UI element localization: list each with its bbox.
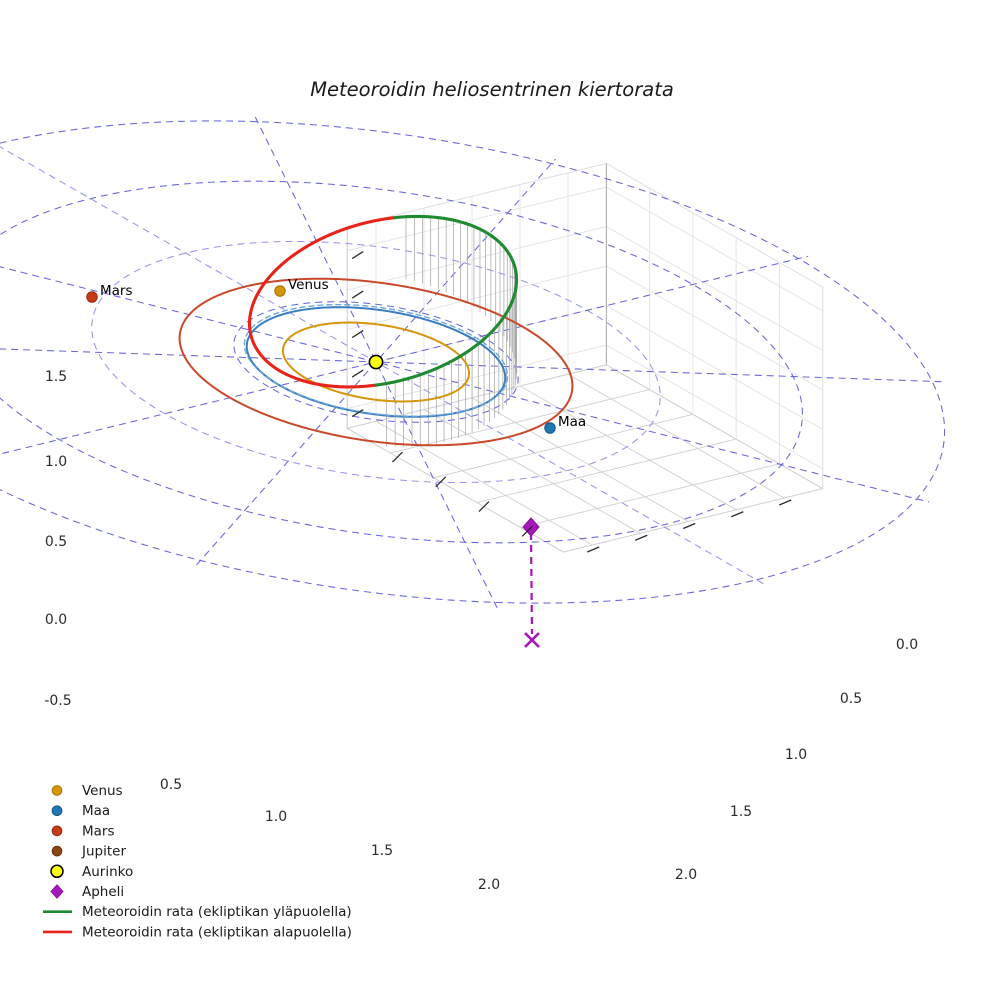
tick-mark (779, 499, 792, 506)
grid-line (423, 409, 641, 534)
point-label-maa: Maa (558, 414, 586, 430)
tick-mark (351, 330, 364, 339)
legend-item-label: Jupiter (81, 844, 126, 860)
polar-grid-spoke (254, 115, 498, 609)
legend-item[interactable]: Venus (51, 783, 123, 799)
tick-mark (521, 525, 533, 537)
orbit-mars (178, 277, 574, 447)
apheli-drop-line (529, 532, 534, 635)
grid-line (347, 162, 607, 228)
grid-line (563, 488, 823, 553)
grid-line (520, 463, 780, 528)
point-label-mars: Mars (100, 283, 133, 299)
legend-diamond-marker-icon (50, 884, 64, 899)
x-tick-label-0: 0.5 (160, 777, 182, 793)
page-title: Meteoroidin heliosentrinen kiertorata (310, 78, 674, 101)
legend-item-label: Maa (82, 803, 110, 819)
marker-mars (86, 291, 98, 303)
x-tick-label-2: 1.5 (371, 843, 393, 859)
meteoroid-arc-below (247, 216, 395, 389)
tick-mark (351, 409, 364, 418)
z-tick-label-2: 0.5 (45, 534, 67, 550)
x-tick-label-3: 2.0 (478, 877, 500, 893)
legend-circle-marker-icon (51, 805, 63, 817)
y-tick-label-2: 1.0 (785, 747, 807, 763)
axis-ticks: 1.5 1.0 0.5 0.0 -0.5 0.5 1.0 1.5 2.0 0.0 0.5 1.0 1.5… (44, 251, 918, 893)
tick-mark (731, 511, 744, 518)
marker-maa (544, 422, 556, 434)
grid-line (567, 373, 785, 499)
legend-item[interactable]: Aurinko (50, 864, 133, 880)
z-tick-label-0: 1.5 (45, 369, 67, 385)
grid-line (390, 389, 650, 454)
grid-line (347, 186, 607, 251)
orbit-venus (281, 321, 471, 403)
tick-mark (635, 534, 648, 541)
legend-item-label: Mars (82, 823, 115, 839)
legend-item-label: Apheli (82, 884, 124, 900)
legend-item-label: Meteoroidin rata (ekliptikan yläpuolella… (82, 904, 352, 920)
y-tick-label-0: 0.0 (896, 637, 918, 653)
legend-item-label: Meteoroidin rata (ekliptikan alapuolella… (82, 924, 352, 940)
legend-item[interactable]: Meteoroidin rata (ekliptikan alapuolella… (43, 924, 352, 940)
y-tick-label-3: 1.5 (730, 804, 752, 820)
legend-item[interactable]: Apheli (50, 884, 124, 900)
grid-line (606, 364, 823, 489)
grid-line (606, 265, 823, 391)
y-tick-label-1: 0.5 (840, 691, 862, 707)
grid-line (519, 385, 737, 511)
body-markers: Mars Venus Maa (86, 277, 586, 648)
grid-line (347, 226, 607, 291)
tick-mark (351, 251, 364, 260)
grid-line (347, 364, 607, 429)
legend-item-label: Aurinko (82, 864, 133, 880)
planet-orbits (178, 277, 574, 447)
grid-line (606, 344, 823, 470)
tick-mark (351, 290, 364, 299)
grid-line (476, 438, 737, 503)
grid-line (433, 413, 694, 479)
meteoroid-orbit (247, 214, 519, 389)
z-tick-label-4: -0.5 (44, 693, 71, 709)
y-tick-label-4: 2.0 (675, 867, 697, 883)
tick-mark (587, 546, 600, 553)
legend-item[interactable]: Mars (51, 823, 115, 839)
tick-mark (478, 501, 490, 513)
grid-line (606, 163, 823, 288)
legend-item[interactable]: Maa (51, 803, 110, 819)
x-tick-label-1: 1.0 (265, 809, 287, 825)
grid-line (606, 226, 823, 351)
tick-mark (391, 451, 403, 463)
legend-item-label: Venus (82, 783, 123, 799)
legend: Venus Maa Mars Jupiter Aurinko Apheli Meteoroi… (43, 783, 352, 940)
marker-venus (274, 285, 286, 297)
apheli-projection-marker (524, 632, 540, 648)
meteoroid-arc-above (371, 214, 519, 388)
marker-aurinko (368, 354, 384, 370)
grid-line (347, 265, 607, 330)
z-tick-label-3: 0.0 (45, 612, 67, 628)
tick-mark (683, 522, 696, 530)
tick-mark (351, 369, 364, 378)
grid-line (606, 186, 823, 312)
z-tick-label-1: 1.0 (45, 454, 67, 470)
axes-panes (345, 162, 824, 553)
legend-item[interactable]: Meteoroidin rata (ekliptikan yläpuolella… (43, 904, 352, 920)
legend-circle-marker-icon (51, 825, 63, 837)
legend-circle-marker-icon (51, 785, 63, 796)
orbit-maa-dashed (243, 303, 509, 417)
legend-circle-marker-icon (50, 864, 64, 879)
legend-circle-marker-icon (51, 845, 63, 857)
grid-line (606, 305, 823, 430)
tick-mark (435, 476, 447, 488)
grid-line (471, 397, 689, 522)
grid-line (347, 344, 607, 409)
point-label-venus: Venus (288, 277, 329, 293)
legend-item[interactable]: Jupiter (51, 844, 126, 860)
